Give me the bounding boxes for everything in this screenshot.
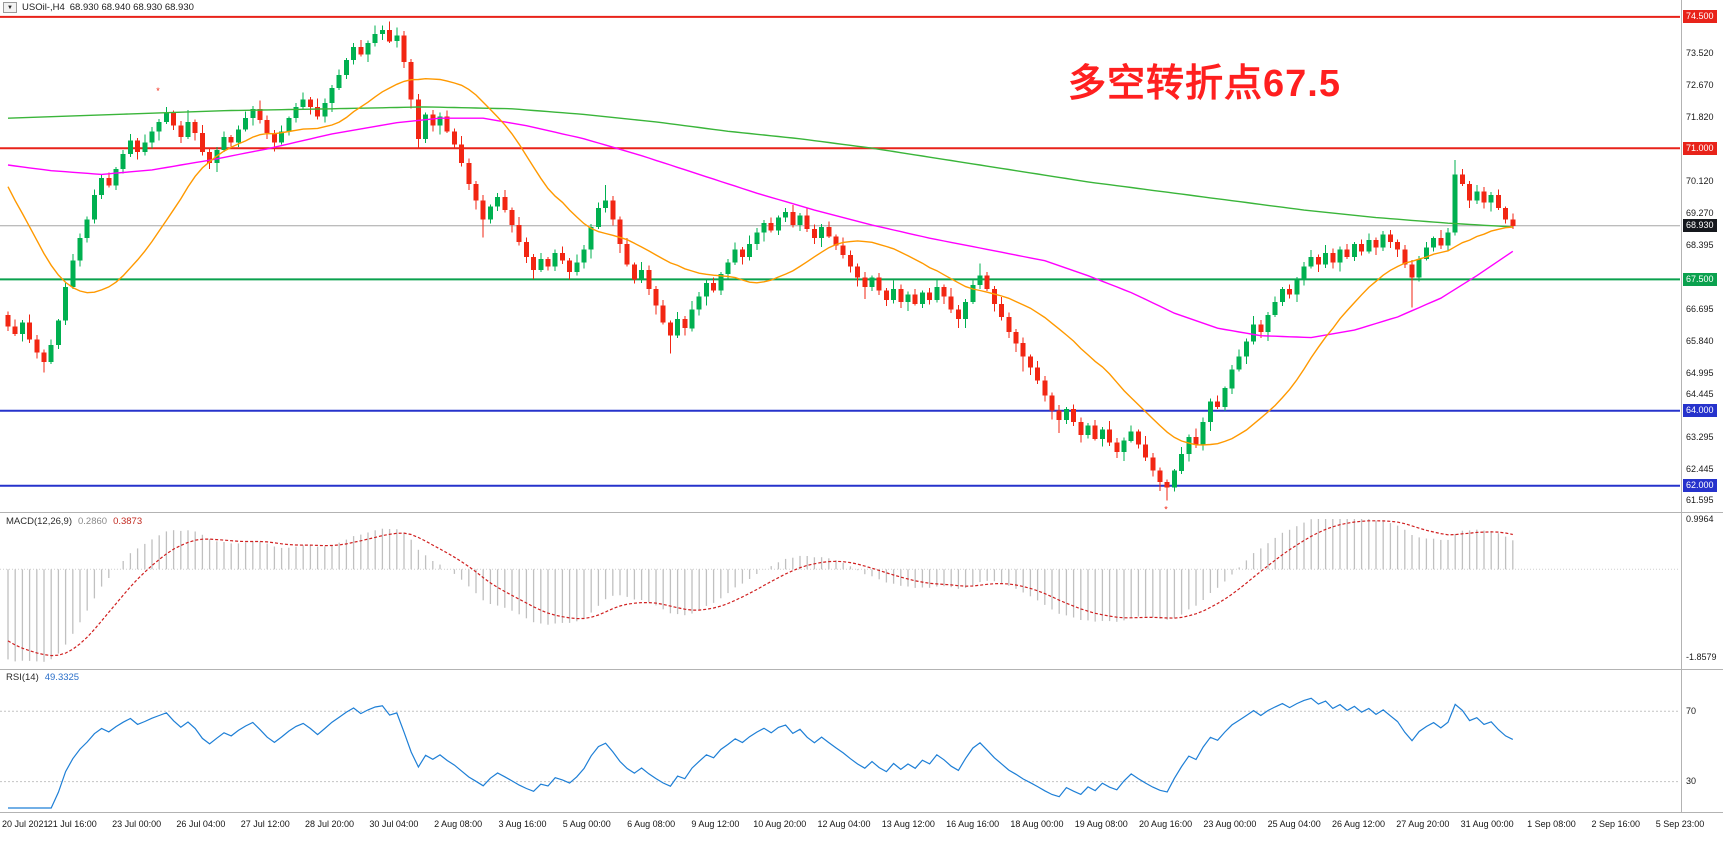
ma-green-line (7, 106, 1513, 228)
price-axis-flag: 74.500 (1683, 10, 1717, 24)
moving-averages (7, 77, 1514, 446)
price-axis-label: 64.445 (1686, 388, 1714, 399)
time-axis-label[interactable]: 25 Aug 04:00 (1267, 819, 1321, 829)
rsi-axis-label: 30 (1686, 776, 1697, 787)
price-axis-flag: 68.930 (1683, 219, 1717, 233)
rsi-line (8, 697, 1514, 809)
symbol-dropdown-icon[interactable]: ▼ (3, 2, 17, 13)
price-axis-label: 73.520 (1686, 48, 1714, 59)
time-axis-label[interactable]: 26 Aug 12:00 (1331, 819, 1386, 829)
macd-indicator-label: MACD(12,26,9) 0.2860 0.3873 (6, 516, 142, 527)
time-axis-label[interactable]: 16 Aug 16:00 (946, 819, 1000, 829)
price-axis-label: 63.295 (1686, 431, 1714, 442)
time-axis-label[interactable]: 26 Jul 04:00 (176, 819, 226, 829)
candles (5, 21, 1516, 501)
time-axis-label[interactable]: 19 Aug 08:00 (1074, 819, 1128, 829)
ma-orange-line (7, 77, 1513, 446)
time-axis-label[interactable]: 20 Aug 16:00 (1139, 819, 1193, 829)
price-axis-label: 61.595 (1686, 495, 1714, 506)
price-axis-label: 72.670 (1686, 80, 1714, 91)
svg-text:*: * (156, 86, 160, 96)
macd-main-value: 0.2860 (78, 516, 108, 527)
time-axis-label[interactable]: 13 Aug 12:00 (881, 819, 935, 829)
time-axis-label[interactable]: 21 Jul 16:00 (47, 819, 97, 829)
panel-separators (0, 0, 1723, 813)
macd-signal-line (7, 520, 1513, 657)
macd-panel (0, 519, 1680, 662)
time-axis-label[interactable]: 30 Jul 04:00 (369, 819, 419, 829)
rsi-panel (0, 697, 1680, 809)
price-axis-label: 68.395 (1686, 240, 1714, 251)
time-axis-label[interactable]: 1 Sep 08:00 (1527, 819, 1576, 829)
ohlc-quote-label: 68.930 68.940 68.930 68.930 (69, 2, 194, 13)
horizontal-level-lines (0, 15, 1680, 487)
time-axis-label[interactable]: 31 Aug 00:00 (1460, 819, 1514, 829)
price-axis-label: 62.445 (1686, 463, 1714, 474)
macd-axis-min-label: -1.8579 (1686, 652, 1717, 662)
time-axis-label[interactable]: 28 Jul 20:00 (305, 819, 355, 829)
time-axis-label[interactable]: 10 Aug 20:00 (753, 819, 807, 829)
time-axis-label[interactable]: 27 Aug 20:00 (1396, 819, 1450, 829)
time-axis-label[interactable]: 9 Aug 12:00 (691, 819, 740, 829)
time-axis-label[interactable]: 23 Jul 00:00 (112, 819, 162, 829)
rsi-name: RSI(14) (6, 672, 39, 683)
time-axis-label[interactable]: 20 Jul 2021 (2, 819, 49, 829)
price-axis-flag: 64.000 (1683, 404, 1717, 418)
price-axis-label: 71.820 (1686, 111, 1714, 122)
macd-histogram (7, 519, 1514, 662)
svg-text:*: * (1164, 505, 1168, 515)
time-axis-label[interactable]: 5 Aug 00:00 (562, 819, 611, 829)
time-axis-label[interactable]: 2 Aug 08:00 (434, 819, 483, 829)
time-axis-label[interactable]: 3 Aug 16:00 (498, 819, 547, 829)
ma-magenta-line (7, 117, 1514, 339)
price-axis-label: 65.840 (1686, 336, 1714, 347)
time-axis-label[interactable]: 27 Jul 12:00 (240, 819, 290, 829)
price-axis-flag: 62.000 (1683, 479, 1717, 493)
price-axis-label: 70.120 (1686, 175, 1714, 186)
time-axis-label[interactable]: 18 Aug 00:00 (1010, 819, 1064, 829)
rsi-indicator-label: RSI(14) 49.3325 (6, 672, 79, 683)
price-axis-label: 66.695 (1686, 304, 1714, 315)
price-axis-flag: 71.000 (1683, 141, 1717, 155)
annotation-text: 多空转折点67.5 (1068, 63, 1341, 105)
rsi-value: 49.3325 (44, 672, 80, 683)
macd-signal-value: 0.3873 (113, 516, 143, 527)
time-axis-label[interactable]: 2 Sep 16:00 (1591, 819, 1641, 829)
rsi-axis-label: 70 (1686, 705, 1697, 716)
chart-header: ▼ USOil-,H4 68.930 68.940 68.930 68.930 (3, 2, 194, 13)
symbol-period-label: USOil-,H4 (22, 2, 65, 13)
time-axis-label[interactable]: 12 Aug 04:00 (817, 819, 871, 829)
time-axis-label[interactable]: 5 Sep 23:00 (1655, 819, 1705, 829)
swing-markers: ** (156, 86, 1168, 515)
macd-axis-max-label: 0.9964 (1686, 514, 1714, 524)
price-axis-label: 64.995 (1686, 367, 1714, 378)
time-axis-label[interactable]: 23 Aug 00:00 (1203, 819, 1257, 829)
macd-name: MACD(12,26,9) (6, 516, 72, 527)
price-axis-flag: 67.500 (1683, 272, 1717, 286)
time-axis-label[interactable]: 6 Aug 08:00 (627, 819, 676, 829)
price-axis-label: 69.270 (1686, 207, 1714, 218)
